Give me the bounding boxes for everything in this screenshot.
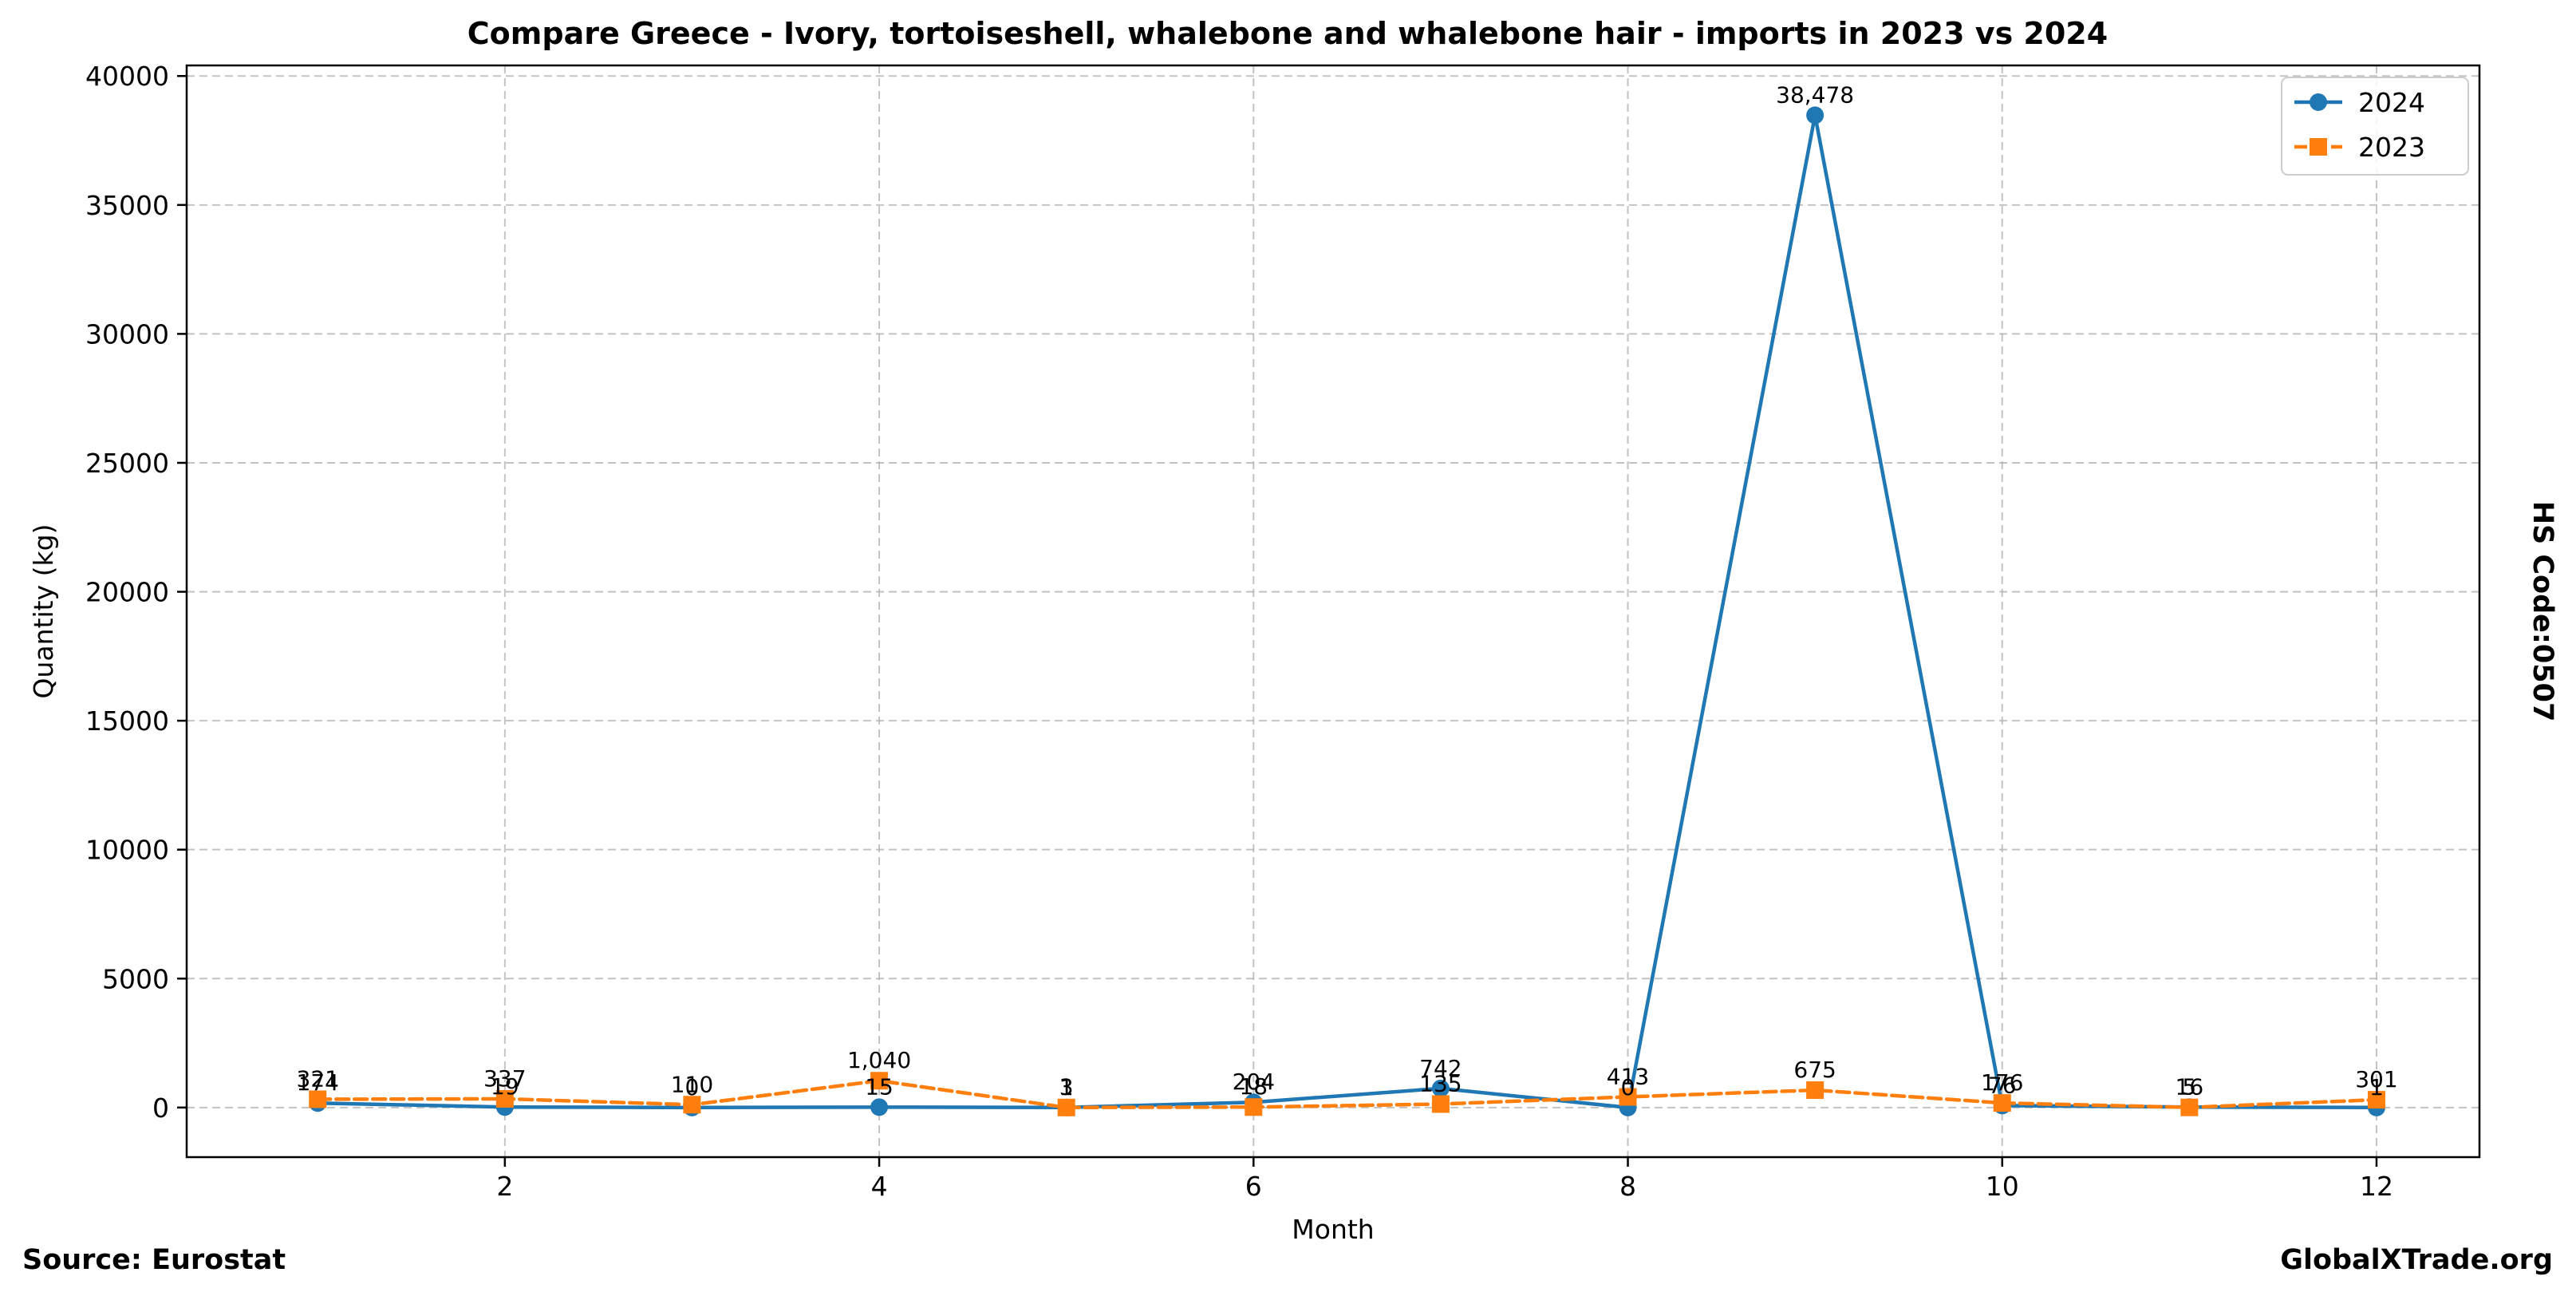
series-2023-point — [2180, 1098, 2199, 1116]
x-axis-label: Month — [1292, 1214, 1374, 1245]
series-2023-data-label: 110 — [671, 1071, 713, 1097]
series-2024-data-label: 0 — [685, 1074, 700, 1100]
series-2024-point — [870, 1098, 889, 1116]
y-tick-label: 0 — [152, 1093, 169, 1124]
series-2023-point — [1993, 1094, 2011, 1112]
series-2023-data-label: 176 — [1981, 1069, 2023, 1096]
plot-series — [309, 106, 2385, 1116]
legend-2023-marker — [2310, 138, 2327, 156]
series-2024-data-label: 19 — [491, 1073, 519, 1100]
series-2023-data-label: 337 — [483, 1065, 526, 1092]
series-2024-line — [315, 113, 2379, 1110]
legend: 2024 2023 — [2281, 77, 2469, 176]
x-tick-label: 10 — [1986, 1171, 2019, 1202]
x-tick-label: 12 — [2360, 1171, 2393, 1202]
series-2024-data-label: 16 — [2176, 1073, 2204, 1100]
series-2024-data-label: 1 — [2369, 1074, 2384, 1100]
x-tick-label: 8 — [1619, 1171, 1636, 1202]
series-2023-point — [309, 1090, 327, 1108]
legend-2024-marker — [2310, 93, 2327, 111]
x-tick-label: 2 — [496, 1171, 513, 1202]
series-2024-data-label: 174 — [297, 1069, 339, 1096]
legend-2024-label: 2024 — [2358, 87, 2425, 118]
series-2023-data-label: 135 — [1419, 1070, 1462, 1096]
series-2023-point — [870, 1072, 889, 1090]
y-tick-label: 40000 — [85, 61, 169, 92]
series-2024-point — [1806, 106, 1825, 124]
series-2023-data-label: 1,040 — [847, 1047, 911, 1073]
series-2023-data-label: 321 — [297, 1065, 339, 1092]
legend-2023-label: 2023 — [2358, 132, 2425, 163]
series-2023-data-label: 1 — [1059, 1074, 1074, 1100]
series-2024-data-label: 742 — [1419, 1055, 1462, 1081]
plot-frame — [185, 64, 2481, 1159]
series-2024-data-label: 76 — [1988, 1072, 2017, 1098]
x-tick-label: 4 — [871, 1171, 888, 1202]
y-tick-label: 20000 — [85, 577, 169, 608]
series-2023-data-label: 413 — [1607, 1063, 1649, 1089]
series-2024-point — [1431, 1079, 1450, 1097]
y-tick-label: 10000 — [85, 835, 169, 866]
y-tick-label: 35000 — [85, 190, 169, 221]
series-2023-point — [495, 1089, 514, 1108]
series-2023-point — [1619, 1088, 1637, 1106]
series-2023-line — [315, 1078, 2379, 1110]
series-2023-data-label: 675 — [1793, 1057, 1836, 1083]
x-tick-label: 6 — [1245, 1171, 1262, 1202]
series-2023-point — [1057, 1098, 1075, 1116]
series-2023-data-label: 301 — [2355, 1066, 2397, 1093]
series-2023-point — [1431, 1095, 1450, 1113]
hs-code-label: HS Code:0507 — [2527, 501, 2558, 722]
x-axis: 2 4 6 8 10 12 — [496, 1157, 2393, 1202]
series-2024-data-label: 15 — [865, 1073, 894, 1100]
brand-label: GlobalXTrade.org — [2280, 1244, 2553, 1276]
y-axis: 0 5000 10000 15000 20000 25000 30000 35000 40000 — [85, 61, 187, 1124]
series-2024-data-label: 38,478 — [1776, 81, 1854, 108]
series-2024-data-label: 204 — [1233, 1069, 1275, 1095]
series-2023-data-label: 5 — [2182, 1074, 2196, 1100]
y-tick-label: 30000 — [85, 318, 169, 350]
series-2024-data-label: 0 — [1621, 1074, 1635, 1100]
series-2023-point — [1806, 1081, 1825, 1100]
grid — [187, 65, 2479, 1157]
series-2023-point — [1245, 1098, 1263, 1116]
y-axis-label: Quantity (kg) — [28, 524, 59, 699]
y-tick-label: 25000 — [85, 448, 169, 479]
series-2024-data-label: 3 — [1059, 1074, 1074, 1100]
series-2023-data-label: 18 — [1239, 1073, 1268, 1100]
source-label: Source: Eurostat — [22, 1244, 286, 1276]
series-2023-point — [2367, 1091, 2385, 1109]
series-2023-point — [683, 1096, 701, 1114]
y-tick-label: 15000 — [85, 705, 169, 737]
chart-title: Compare Greece - Ivory, tortoiseshell, w… — [467, 16, 2108, 51]
y-tick-label: 5000 — [102, 963, 169, 994]
